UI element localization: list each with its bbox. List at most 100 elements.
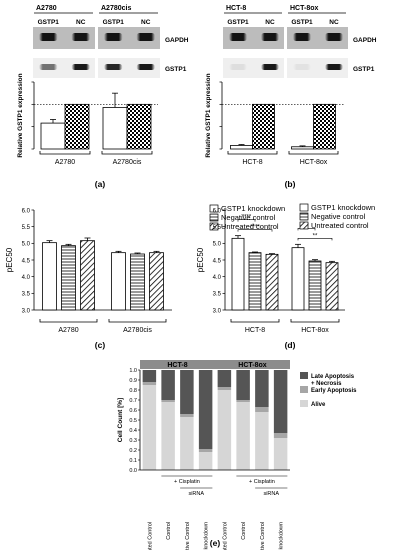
stacked-segment [180,417,194,470]
legend-label: Negative control [221,213,276,222]
blot-gstp1-band [136,64,155,70]
x-tick-label: Negative Control [260,522,266,550]
y-tick-label: 1.0 [129,368,137,374]
blot-gstp1-band [293,64,311,70]
y-axis-label: Relative GSTP1 expression [17,73,24,157]
legend-label: GSTP1 knockdown [311,203,375,212]
blot-gstp1-band [325,64,343,70]
bar [313,103,336,150]
category-label: HCT-8ox [301,327,329,334]
blot-gstp1-band [39,64,58,70]
x-tick-label: Negative Control [185,522,191,550]
stacked-segment [161,370,175,400]
significance-bracket [237,219,256,222]
blot-group-label: HCT-8ox [290,5,319,12]
x-tick-label: Control [241,522,247,540]
category-bracket [39,319,98,323]
legend-swatch [209,222,219,231]
blot-group-label: A2780cis [101,5,131,12]
significance-label: **** [242,215,252,221]
panel-a: Relative GSTP1 expression A2780 A2780cis (a… [17,73,158,189]
stacked-segment [236,400,250,402]
stacked-segment [236,370,250,400]
blot-gstp1-strip [98,58,160,78]
stacked-segment [236,402,250,470]
stacked-segment [217,387,232,390]
y-tick-label: 0.5 [129,418,137,424]
stacked-segment [142,385,157,470]
blot-gstp1-band [104,64,123,70]
bar [64,103,90,150]
blot-lane-label: GSTP1 [38,19,60,26]
legend-swatch [209,204,219,213]
panel-b: Relative GSTP1 expression HCT-8 HCT-8ox (b) [205,73,344,189]
legend-label: Late Apoptosis [311,374,355,380]
blot-gapdh-band [293,33,311,41]
legend-swatch [299,221,309,230]
blot-gapdh-band [39,33,58,41]
blot-gapdh-strip [223,27,284,49]
y-tick-label: 5.5 [22,225,31,231]
blot-gapdh-strip [98,27,160,49]
panel-label: (a) [95,179,106,189]
panel-d: 3.0 3.5 4.0 4.5 5.0 5.5 6.0 pEC50 HCT-8 HCT-8ox **… [196,203,375,350]
stacked-segment [161,402,175,470]
significance-label: **** [250,225,260,231]
y-tick-label: 4.0 [213,275,222,281]
x-tick-label: Untreated Control [222,522,228,550]
bar [325,262,339,311]
y-tick-label: 3.5 [213,292,222,298]
category-label: HCT-8 [245,327,265,334]
stacked-segment [273,438,288,470]
legend-label: Negative control [311,212,366,221]
blot-gapdh-band [261,33,279,41]
blot-row-label-gstp1: GSTP1 [353,66,375,73]
blot-lane-label: GSTP1 [227,19,249,26]
blot-gapdh-band [71,33,90,41]
blot-gstp1-band [71,64,90,70]
stacked-segment [273,370,288,433]
legend-label: Alive [311,402,326,408]
y-tick-label: 3.0 [213,308,222,314]
category-bracket [227,151,278,155]
panel-label: (c) [95,340,106,350]
bar [149,252,164,311]
y-tick-label: 0.1 [129,458,137,464]
y-tick-label: 0.9 [129,378,137,384]
blot-group-label: A2780 [36,5,57,12]
stacked-segment [161,400,175,402]
y-tick-label: 5.0 [213,242,222,248]
y-tick-label: 5.5 [213,225,222,231]
blot-lane-label: NC [141,19,151,26]
stacked-segment [217,390,232,470]
blot-lane-label: NC [329,19,339,26]
x-tick-label: GSTP1 knockdown [279,522,285,550]
y-tick-label: 4.5 [213,258,222,264]
y-tick-label: 0.8 [129,388,137,394]
panel-e: HCT-8 HCT-8ox Untreated Control Control Nega… [117,360,357,550]
blot-lane-label: NC [76,19,86,26]
blot-gapdh-band [325,33,343,41]
y-tick-label: 0.4 [129,428,137,434]
stacked-segment [255,407,269,412]
blot-row-label-gstp1: GSTP1 [165,66,187,73]
bar [252,103,275,150]
blot-gapdh-strip [287,27,348,49]
legend-swatch [300,386,308,393]
sirna-label: siRNA [188,491,204,497]
y-tick-label: 0.2 [129,448,137,454]
panel-label: (e) [210,538,221,548]
y-tick-label: 6.0 [213,208,222,214]
blot-gstp1-strip [33,58,95,78]
category-label: HCT-8 [242,159,262,166]
category-label: A2780cis [123,327,152,334]
legend-swatch [299,203,309,212]
stacked-segment [180,414,194,417]
group-header-box [215,360,290,369]
blot-gapdh-band [229,33,247,41]
y-axis-label: pEC50 [5,247,14,272]
y-axis-label: pEC50 [196,247,205,272]
stacked-segment [198,449,213,452]
y-axis-label: Cell Count [%] [117,398,124,442]
blot-gstp1-band [229,64,247,70]
